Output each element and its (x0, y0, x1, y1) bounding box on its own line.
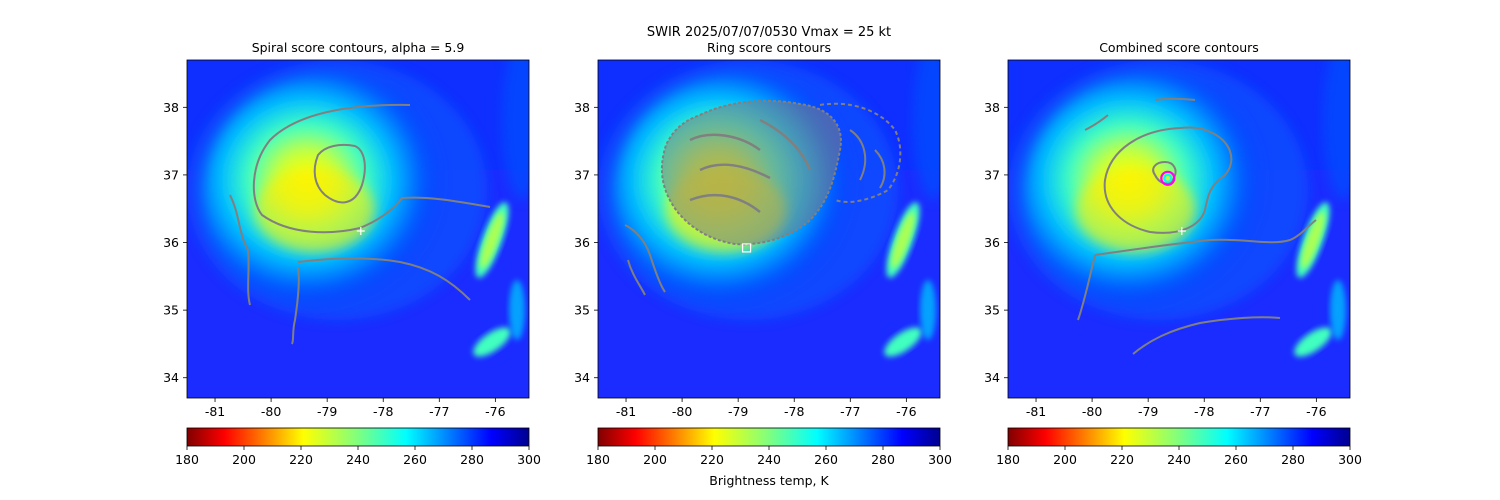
colorbar-tick-label: 220 (700, 452, 724, 467)
y-tick-label: 37 (574, 167, 590, 182)
x-tick-label: -76 (485, 404, 505, 419)
colorbar-tick-label: 200 (1053, 452, 1077, 467)
colorbar-tick-label: 220 (289, 452, 313, 467)
plot-frame (597, 59, 941, 399)
x-tick-label: -80 (261, 404, 281, 419)
colorbar-ring (597, 427, 941, 447)
panel-ring: Ring score contours (597, 40, 941, 399)
plot-frame (186, 59, 530, 399)
y-tick-label: 35 (984, 303, 1000, 318)
y-tick-label: 36 (984, 235, 1000, 250)
x-tick-label: -77 (840, 404, 860, 419)
x-tick-label: -77 (1250, 404, 1270, 419)
panel-title: Combined score contours (1099, 40, 1259, 55)
x-tick-label: -81 (616, 404, 636, 419)
center-plus-marker (1177, 227, 1186, 236)
colorbar-tick-label: 300 (928, 452, 952, 467)
y-tick-label: 36 (163, 235, 179, 250)
colorbar-tick-label: 260 (814, 452, 838, 467)
combined-center-cyan-marker (1163, 173, 1173, 183)
colorbar-gradient (597, 427, 941, 447)
colorbar-tick-label: 200 (643, 452, 667, 467)
colorbar-tick-label: 280 (1281, 452, 1305, 467)
y-tick-label: 34 (574, 370, 590, 385)
colorbar-tick-label: 240 (1167, 452, 1191, 467)
y-tick-label: 37 (984, 167, 1000, 182)
colorbar-tick-label: 260 (1224, 452, 1248, 467)
panel-spiral: Spiral score contours, alpha = 5.9 (186, 40, 542, 399)
x-tick-label: -76 (896, 404, 916, 419)
colorbar-tick-label: 300 (1338, 452, 1362, 467)
colorbar-tick-label: 180 (175, 452, 199, 467)
colorbar-tick-label: 280 (460, 452, 484, 467)
y-tick-label: 38 (984, 100, 1000, 115)
colorbar-tick-label: 260 (403, 452, 427, 467)
y-tick-label: 34 (984, 370, 1000, 385)
ring-center-marker (741, 243, 752, 253)
panel-title: Ring score contours (707, 40, 831, 55)
ring-center-square-marker (741, 243, 752, 253)
y-tick-label: 37 (163, 167, 179, 182)
colorbar-tick-label: 180 (586, 452, 610, 467)
colorbar-tick-label: 280 (871, 452, 895, 467)
axes-ticks: -81 -80 -79 -78 -77 -76 34 35 36 37 38 -81 -80 -79 -78… (163, 100, 1327, 419)
y-tick-label: 38 (574, 100, 590, 115)
y-tick-label: 36 (574, 235, 590, 250)
colorbar-tick-label: 240 (757, 452, 781, 467)
colorbar-label: Brightness temp, K (709, 473, 829, 488)
x-tick-label: -80 (1082, 404, 1102, 419)
ring-contours (624, 99, 902, 296)
x-tick-label: -78 (1194, 404, 1214, 419)
colorbar-tick-label: 180 (996, 452, 1020, 467)
x-tick-label: -79 (317, 404, 337, 419)
y-tick-label: 35 (163, 303, 179, 318)
colorbar-gradient (1007, 427, 1351, 447)
colorbar-ticks: 180 200 220 240 260 280 300 180 200 220 240 260 280 3… (175, 446, 1362, 467)
satellite-image (187, 40, 542, 398)
combined-contours (1077, 97, 1317, 355)
colorbar-spiral (186, 427, 530, 447)
colorbar-combined (1007, 427, 1351, 447)
combined-markers (1160, 170, 1186, 236)
colorbar-tick-label: 220 (1110, 452, 1134, 467)
combined-center-magenta-marker (1160, 170, 1176, 186)
x-tick-label: -81 (1026, 404, 1046, 419)
spiral-contours (229, 103, 491, 345)
colorbar-gradient (186, 427, 530, 447)
x-tick-label: -79 (728, 404, 748, 419)
figure-title: SWIR 2025/07/07/0530 Vmax = 25 kt (647, 25, 891, 40)
x-tick-label: -77 (429, 404, 449, 419)
x-tick-label: -78 (784, 404, 804, 419)
x-tick-label: -79 (1138, 404, 1158, 419)
y-tick-label: 38 (163, 100, 179, 115)
satellite-image (1008, 40, 1363, 398)
colorbar-tick-label: 300 (517, 452, 541, 467)
colorbar-tick-label: 200 (232, 452, 256, 467)
plot-frame (1007, 59, 1351, 399)
x-tick-label: -76 (1306, 404, 1326, 419)
colorbar-tick-label: 240 (346, 452, 370, 467)
x-tick-label: -81 (205, 404, 225, 419)
panel-title: Spiral score contours, alpha = 5.9 (252, 40, 465, 55)
x-tick-label: -78 (373, 404, 393, 419)
center-plus-marker (356, 227, 365, 236)
x-tick-label: -80 (672, 404, 692, 419)
y-tick-label: 35 (574, 303, 590, 318)
y-tick-label: 34 (163, 370, 179, 385)
panel-combined: Combined score contours (1007, 40, 1363, 399)
